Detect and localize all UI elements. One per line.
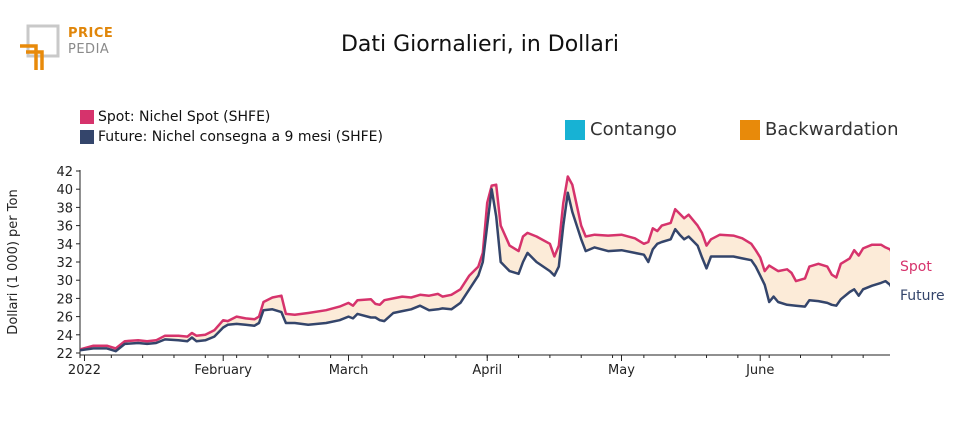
legend-label-backwardation: Backwardation [765,119,899,140]
legend-item-backwardation: Backwardation [740,119,898,140]
x-tick-label: June [745,363,774,378]
logo-text-top: PRICE [68,26,114,41]
legend-swatch-contango [565,119,585,140]
x-tick-label: April [472,363,502,378]
axes-layer: 22 24 26 28 30 32 34 36 38 40 42 2022 February March A… [6,165,890,378]
legend-item-future: Future: Nichel consegna a 9 mesi (SHFE) [80,129,383,145]
y-tick-label: 36 [56,220,73,235]
y-tick-label: 32 [56,256,73,271]
x-tick-label: May [608,363,635,378]
end-label-future: Future [900,288,945,304]
x-tick-label: February [194,363,252,378]
legend-item-spot: Spot: Nichel Spot (SHFE) [80,109,270,125]
legend-swatch-spot [80,110,94,124]
backwardation-band [80,176,890,352]
y-tick-label: 40 [56,183,73,198]
logo-mark-icon [20,24,60,70]
legend-label-spot: Spot: Nichel Spot (SHFE) [98,109,271,125]
x-tick-label: March [329,363,369,378]
chart-title: Dati Giornalieri, in Dollari [340,32,620,57]
y-tick-label: 22 [56,347,73,362]
pricepedia-logo: PRICE PEDIA [18,22,138,74]
spread-band-layer [80,176,890,352]
x-tick-label: 2022 [68,363,101,378]
legend-item-contango: Contango [565,119,677,140]
legend-swatch-backwardation [740,119,760,140]
legend-swatch-future [80,130,94,144]
y-tick-label: 24 [56,329,73,344]
legend-label-future: Future: Nichel consegna a 9 mesi (SHFE) [98,129,383,145]
y-tick-label: 42 [56,165,73,180]
legend-label-contango: Contango [590,119,677,140]
y-tick-label: 28 [56,292,73,307]
series-line-spot [80,175,890,351]
y-tick-label: 34 [56,238,73,253]
logo-text-bottom: PEDIA [68,42,110,57]
y-tick-label: 38 [56,201,73,216]
series-line-future [80,187,890,353]
y-tick-label: 26 [56,311,73,326]
logo-text: PRICE PEDIA [68,26,113,58]
y-tick-label: 30 [56,274,73,289]
end-label-spot: Spot [900,259,932,275]
y-axis-label: Dollari (1 000) per Ton [6,189,21,334]
series-layer [80,175,890,353]
labels-layer: Spot Future [900,259,945,304]
